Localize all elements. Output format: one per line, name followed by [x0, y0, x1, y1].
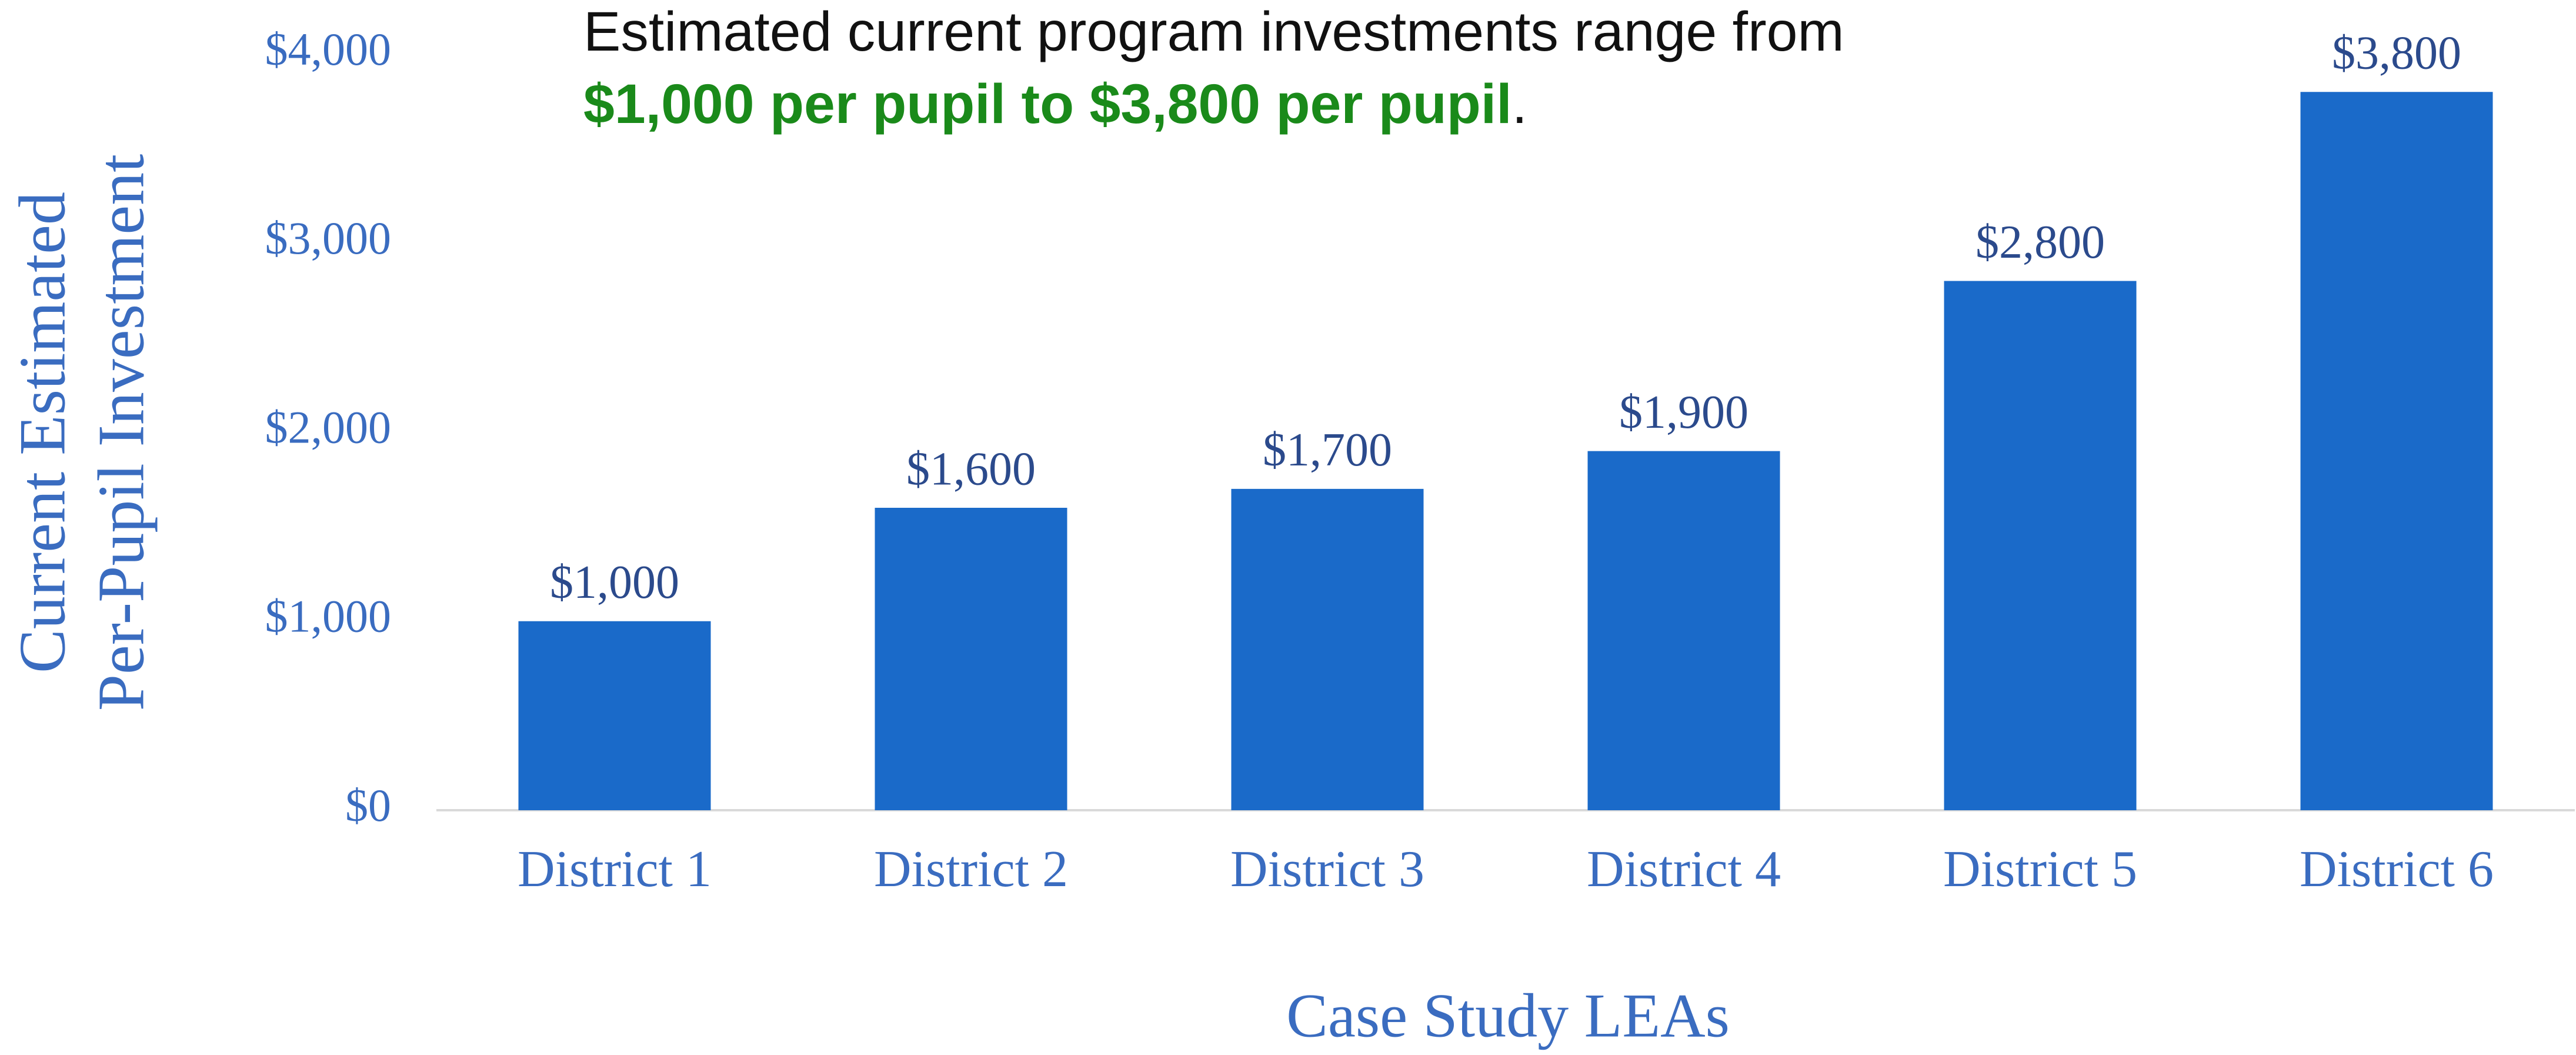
y-axis-title: Current Estimated Per-Pupil Investment — [6, 154, 158, 711]
y-tick-label: $1,000 — [265, 591, 392, 642]
annotation-end: . — [1512, 73, 1527, 135]
value-label: $1,700 — [1263, 424, 1392, 476]
x-tick-label: District 1 — [518, 841, 712, 898]
annotation-highlight: $1,000 per pupil to $3,800 per pupil — [583, 73, 1512, 135]
y-tick-label: $4,000 — [265, 24, 392, 75]
annotation-line1: Estimated current program investments ra… — [583, 1, 1844, 63]
value-label: $1,000 — [550, 557, 679, 608]
y-tick-label: $2,000 — [265, 401, 392, 452]
y-tick-label: $3,000 — [265, 212, 392, 264]
bar — [1944, 281, 2137, 810]
y-axis-title-line: Current Estimated — [6, 192, 79, 673]
bar — [518, 621, 711, 810]
bar — [2300, 92, 2493, 810]
x-axis-title: Case Study LEAs — [1286, 981, 1730, 1050]
value-label: $2,800 — [1976, 217, 2105, 268]
x-tick-label: District 3 — [1230, 841, 1424, 898]
y-tick-label: $0 — [345, 780, 391, 831]
x-tick-label: District 5 — [1943, 841, 2137, 898]
bar — [1231, 488, 1424, 810]
annotation-line2: $1,000 per pupil to $3,800 per pupil. — [583, 73, 1527, 135]
x-tick-label: District 2 — [874, 841, 1068, 898]
value-label: $1,600 — [906, 443, 1036, 495]
value-label: $1,900 — [1619, 387, 1749, 438]
bar — [1587, 451, 1780, 810]
y-axis-title-line: Per-Pupil Investment — [85, 154, 158, 711]
value-label: $3,800 — [2332, 28, 2461, 79]
x-tick-label: District 6 — [2300, 841, 2494, 898]
x-tick-label: District 4 — [1587, 841, 1781, 898]
bar — [875, 508, 1067, 810]
